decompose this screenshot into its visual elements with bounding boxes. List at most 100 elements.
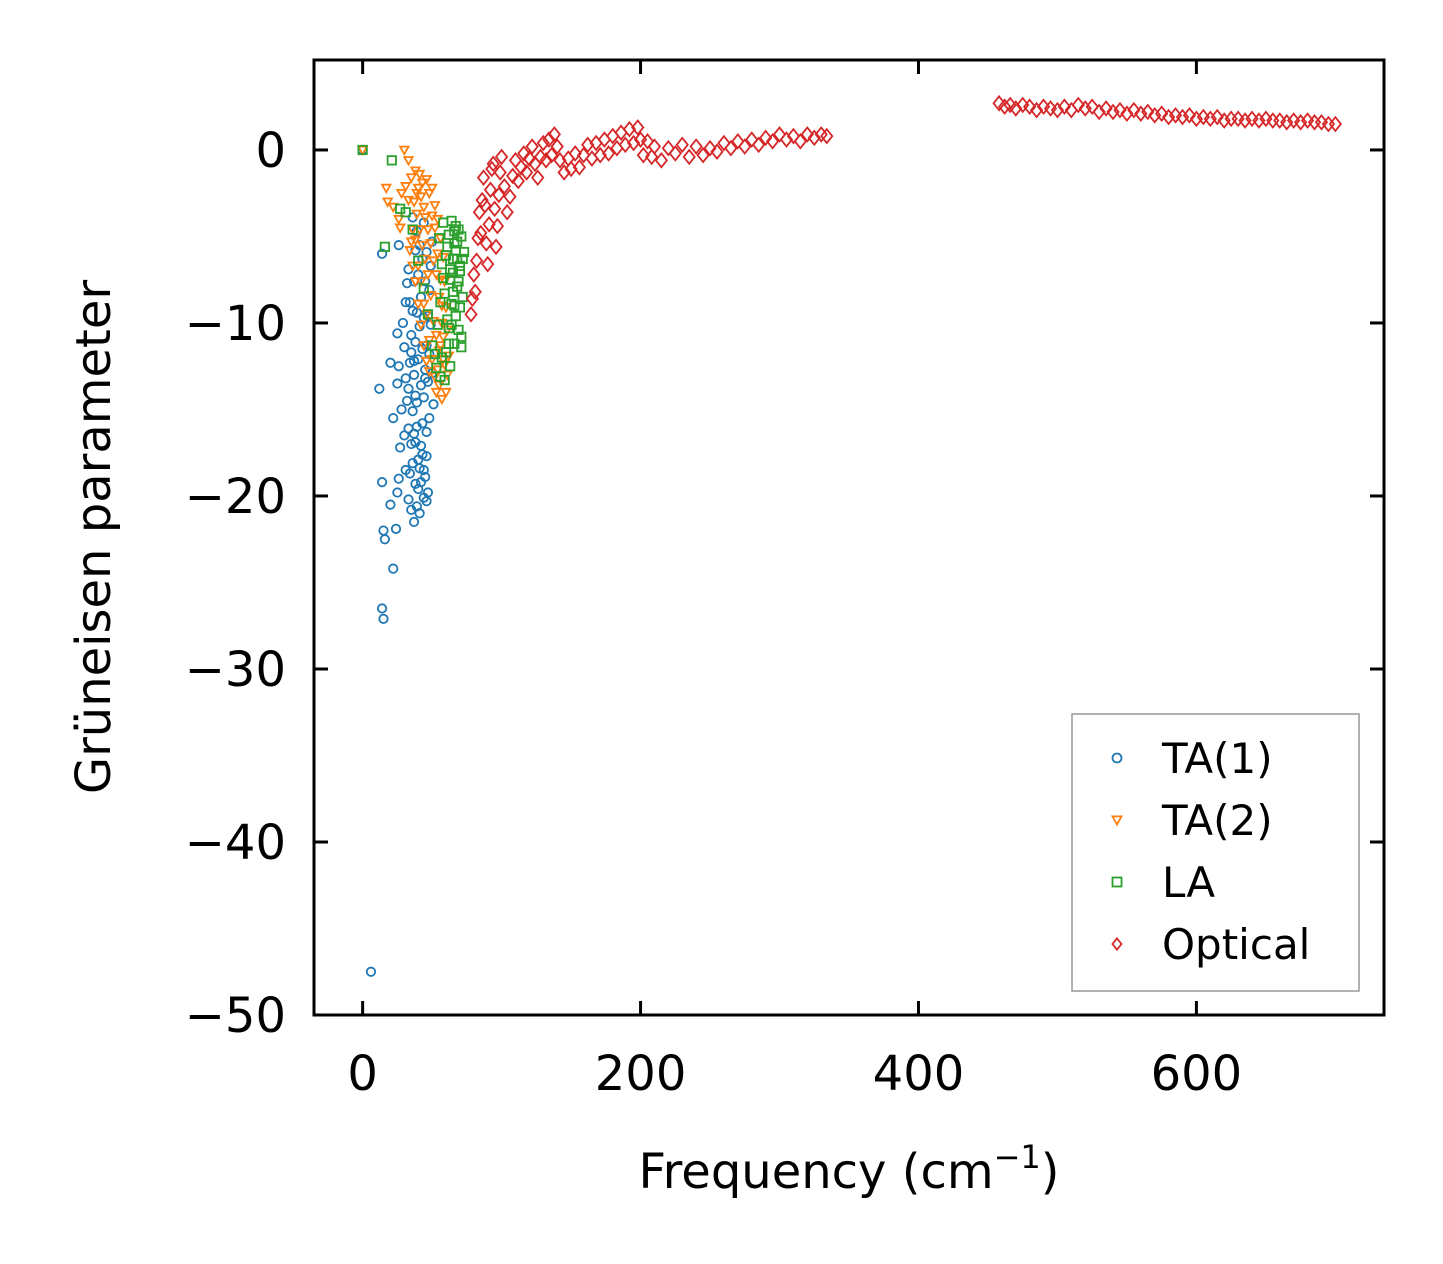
data-point-optical [531,169,545,186]
data-point-optical [1210,108,1224,126]
legend-label-la: LA [1162,858,1215,907]
data-point-ta2 [440,387,452,399]
data-point-optical [550,138,564,155]
data-point-ta1 [404,468,415,479]
legend-marker-optical [1111,936,1123,952]
data-point-la [457,291,468,303]
data-point-optical [1099,100,1113,117]
data-point-optical [490,217,505,235]
data-point-ta2 [404,246,416,257]
data-point-ta1 [403,494,414,505]
data-point-optical [1328,115,1343,133]
data-point-optical [1161,108,1176,126]
data-point-la [449,300,460,311]
data-point-la [454,265,466,277]
data-point-ta1 [424,284,435,296]
data-point-ta1 [400,373,411,384]
x-axis-label-superscript: −1 [994,1138,1041,1176]
data-point-ta1 [374,383,385,394]
data-point-optical [494,148,509,166]
data-point-optical [654,152,669,169]
data-point-ta2 [408,197,420,208]
x-axis-label-close: ) [1041,1144,1060,1200]
data-point-ta2 [413,169,426,181]
y-tick-label: −50 [185,988,286,1044]
data-point-optical [572,158,587,176]
data-point-ta1 [417,343,428,355]
data-point-optical [547,126,562,143]
data-point-la [454,260,466,271]
data-point-optical [1022,98,1037,116]
data-point-ta2 [436,394,448,406]
legend-label-ta1: TA(1) [1161,734,1273,783]
data-point-ta1 [385,499,396,510]
data-point-optical [1085,98,1099,116]
data-point-optical [493,164,507,181]
data-point-la [443,229,454,240]
data-point-optical [731,132,745,150]
data-point-optical [601,145,616,162]
data-point-ta1 [392,378,403,389]
data-point-optical [469,252,484,270]
data-point-la [456,342,467,353]
data-point-ta1 [408,355,420,367]
data-point-optical [1148,107,1162,124]
data-point-ta2 [419,213,431,224]
data-point-optical [489,238,503,256]
x-tick-label: 400 [873,1046,965,1102]
data-point-ta1 [410,478,421,489]
data-point-optical [1293,113,1308,131]
data-point-optical [483,181,498,199]
data-point-optical [1092,103,1106,121]
data-point-optical [1175,108,1190,126]
legend-marker-la [1111,876,1123,888]
data-point-la [446,319,457,330]
data-point-optical [476,169,491,186]
data-point-optical [487,200,502,218]
y-tick-label: −10 [185,296,286,352]
data-point-ta2 [434,341,447,352]
data-point-la [456,331,467,342]
data-point-ta2 [399,182,412,193]
data-point-ta2 [422,270,434,281]
data-point-la [436,352,447,363]
data-point-la [443,338,454,349]
data-point-ta2 [402,195,415,207]
scatter-points-layer [356,94,1343,977]
legend-markers [1110,752,1124,952]
data-point-optical [479,235,493,252]
data-point-optical [786,127,801,145]
data-point-ta1 [392,487,403,498]
data-point-optical [724,139,738,157]
data-point-optical [471,229,485,247]
data-point-la [456,231,467,242]
data-point-ta1 [414,508,425,519]
data-point-ta1 [365,966,377,977]
data-point-la [407,224,418,235]
data-point-ta1 [390,523,402,534]
data-point-ta1 [411,307,422,318]
x-tick-label: 200 [595,1046,687,1102]
data-point-optical [626,134,641,152]
data-point-optical [557,164,571,181]
data-point-ta1 [402,395,413,406]
data-point-ta1 [421,426,432,438]
data-point-ta2 [411,209,423,221]
data-point-ta2 [431,214,444,226]
data-point-optical [467,266,481,283]
data-point-optical [800,126,814,143]
axis-ticks-layer: 0 200 400 600 0 −10 −20 −30 −40 −50 [185,60,1384,1102]
data-point-ta1 [388,413,399,424]
data-point-optical [506,167,520,185]
legend: TA(1) TA(2) LA Optical [1071,713,1360,992]
data-point-la [453,224,464,235]
data-point-ta2 [394,223,406,234]
data-point-optical [539,152,553,169]
data-point-la [439,374,450,386]
data-point-optical [544,146,559,164]
data-point-optical [1280,113,1294,131]
data-point-ta2 [380,183,392,195]
series-la [357,144,470,386]
data-point-ta1 [385,357,396,368]
